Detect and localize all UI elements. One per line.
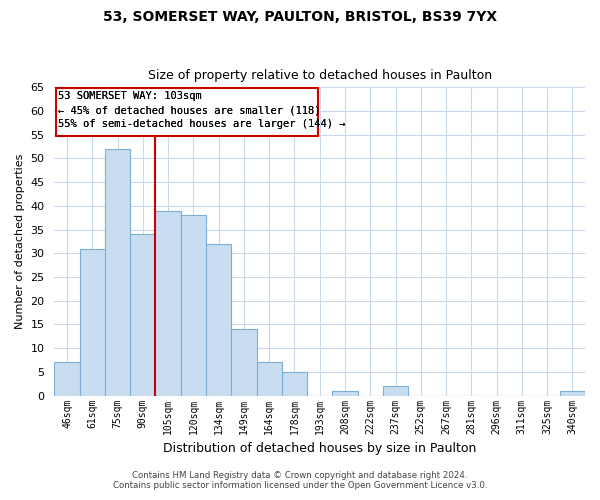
Bar bbox=[155, 210, 181, 396]
Title: Size of property relative to detached houses in Paulton: Size of property relative to detached ho… bbox=[148, 69, 492, 82]
Bar bbox=[206, 244, 231, 396]
FancyBboxPatch shape bbox=[56, 88, 319, 136]
Bar bbox=[257, 362, 282, 396]
Bar bbox=[55, 362, 80, 396]
Bar bbox=[560, 391, 585, 396]
Text: 53 SOMERSET WAY: 103sqm
← 45% of detached houses are smaller (118)
55% of semi-d: 53 SOMERSET WAY: 103sqm ← 45% of detache… bbox=[58, 91, 346, 129]
Bar bbox=[80, 248, 105, 396]
Y-axis label: Number of detached properties: Number of detached properties bbox=[15, 154, 25, 329]
Bar bbox=[383, 386, 408, 396]
Text: Contains HM Land Registry data © Crown copyright and database right 2024.
Contai: Contains HM Land Registry data © Crown c… bbox=[113, 470, 487, 490]
Bar bbox=[282, 372, 307, 396]
Bar bbox=[231, 329, 257, 396]
Bar bbox=[332, 391, 358, 396]
Text: 53 SOMERSET WAY: 103sqm
← 45% of detached houses are smaller (118)
55% of semi-d: 53 SOMERSET WAY: 103sqm ← 45% of detache… bbox=[58, 91, 346, 129]
Bar bbox=[105, 149, 130, 396]
Bar bbox=[130, 234, 155, 396]
Text: 53, SOMERSET WAY, PAULTON, BRISTOL, BS39 7YX: 53, SOMERSET WAY, PAULTON, BRISTOL, BS39… bbox=[103, 10, 497, 24]
Bar bbox=[181, 216, 206, 396]
X-axis label: Distribution of detached houses by size in Paulton: Distribution of detached houses by size … bbox=[163, 442, 476, 455]
